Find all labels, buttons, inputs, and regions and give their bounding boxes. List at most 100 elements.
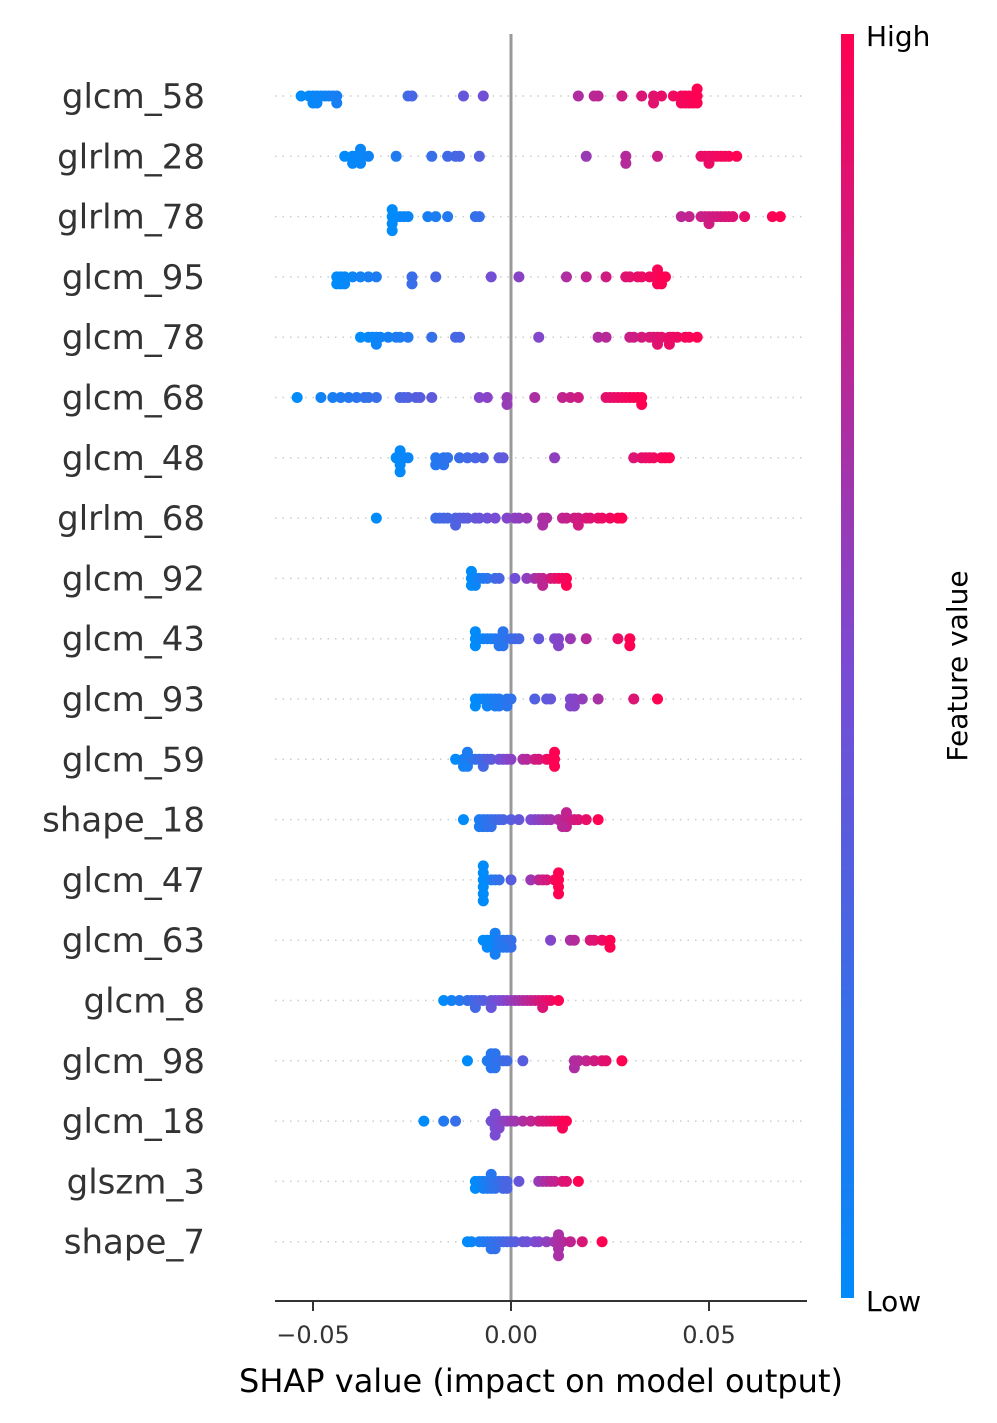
point-glrlm_78-13 <box>675 211 687 223</box>
point-glcm_58-16 <box>572 90 584 102</box>
point-glcm_59-14 <box>505 753 517 765</box>
point-glrlm_68-11 <box>473 512 485 524</box>
point-glrlm_68-16 <box>513 512 525 524</box>
point-glcm_8-27 <box>537 1002 549 1013</box>
point-glcm_43-20 <box>612 633 624 645</box>
point-glcm_78-24 <box>671 331 683 343</box>
point-glcm_58-33 <box>687 97 699 109</box>
point-glcm_48-17 <box>497 452 509 464</box>
point-glcm_63-6 <box>481 941 493 953</box>
point-glcm_63-21 <box>604 941 616 953</box>
point-glcm_58-14 <box>457 90 469 102</box>
point-glrlm_78-7 <box>386 225 398 237</box>
point-glcm_68-32 <box>636 399 648 410</box>
point-glcm_78-27 <box>691 331 703 343</box>
point-glcm_93-22 <box>592 693 604 705</box>
point-glrlm_28-17 <box>652 150 664 162</box>
feature-label-glcm_58: glcm_58 <box>62 77 205 117</box>
point-glrlm_68-32 <box>616 512 628 524</box>
point-glrlm_68-29 <box>596 512 608 524</box>
point-glcm_48-23 <box>648 452 660 464</box>
point-glcm_8-1 <box>446 995 458 1006</box>
point-glcm_58-15 <box>477 90 489 102</box>
point-glrlm_78-6 <box>386 204 398 216</box>
x-axis-title: SHAP value (impact on model output) <box>239 1362 843 1400</box>
point-glcm_93-21 <box>576 693 588 705</box>
point-shape_18-29 <box>560 807 572 819</box>
point-glszm_3-24 <box>572 1175 584 1187</box>
point-glcm_93-13 <box>505 693 517 705</box>
point-glcm_18-0 <box>418 1115 430 1127</box>
point-shape_7-23 <box>556 1236 568 1248</box>
feature-label-glcm_43: glcm_43 <box>62 620 205 660</box>
point-glcm_98-15 <box>580 1055 592 1067</box>
point-glcm_95-7 <box>331 278 343 290</box>
point-glcm_47-5 <box>477 895 489 907</box>
point-glcm_92-10 <box>509 572 521 584</box>
point-glcm_92-20 <box>556 572 568 584</box>
point-glcm_43-13 <box>513 633 525 645</box>
point-glcm_68-19 <box>529 392 541 403</box>
point-glcm_58-24 <box>667 90 679 102</box>
point-glcm_68-33 <box>604 392 616 403</box>
point-glcm_92-11 <box>521 572 533 584</box>
point-glcm_8-2 <box>454 995 466 1006</box>
point-shape_18-19 <box>545 814 557 826</box>
point-glcm_68-2 <box>327 392 339 403</box>
point-glrlm_78-25 <box>707 211 719 223</box>
point-glcm_68-1 <box>315 392 327 403</box>
point-glcm_63-12 <box>505 941 517 953</box>
point-shape_7-17 <box>533 1236 545 1248</box>
point-glrlm_68-0 <box>370 512 382 524</box>
point-shape_18-12 <box>505 814 517 826</box>
point-glrlm_78-24 <box>715 211 727 223</box>
point-glrlm_68-17 <box>521 512 533 524</box>
point-glcm_18-23 <box>556 1122 568 1134</box>
point-shape_7-25 <box>576 1236 588 1248</box>
point-glrlm_68-9 <box>461 512 473 524</box>
point-glcm_95-21 <box>636 271 648 283</box>
point-glrlm_28-12 <box>454 150 466 162</box>
feature-label-shape_7: shape_7 <box>64 1223 205 1263</box>
point-glrlm_78-12 <box>473 211 485 223</box>
feature-label-glrlm_78: glrlm_78 <box>57 198 205 238</box>
point-glcm_98-18 <box>600 1055 612 1067</box>
point-glrlm_28-4 <box>339 150 351 162</box>
point-glcm_43-24 <box>497 626 509 638</box>
point-glcm_98-0 <box>461 1055 473 1067</box>
point-glcm_48-15 <box>477 452 489 464</box>
point-glcm_78-6 <box>382 331 394 343</box>
point-glcm_68-16 <box>481 392 493 403</box>
point-glcm_93-16 <box>545 693 557 705</box>
point-glcm_78-14 <box>592 331 604 343</box>
x-tick-label: 0.00 <box>484 1321 537 1349</box>
point-glrlm_28-25 <box>711 150 723 162</box>
feature-label-glrlm_68: glrlm_68 <box>57 499 205 539</box>
point-shape_18-30 <box>556 821 568 833</box>
point-glrlm_68-27 <box>584 512 596 524</box>
point-shape_7-24 <box>564 1236 576 1248</box>
point-glcm_98-19 <box>616 1055 628 1067</box>
feature-label-glcm_48: glcm_48 <box>62 439 205 479</box>
point-glcm_48-11 <box>442 452 454 464</box>
colorbar-high-label: High <box>866 20 930 53</box>
point-glcm_68-20 <box>556 392 568 403</box>
point-shape_18-26 <box>572 814 584 826</box>
point-glszm_3-21 <box>549 1175 561 1187</box>
point-glrlm_78-23 <box>774 211 786 223</box>
point-glcm_93-24 <box>652 693 664 705</box>
point-glrlm_28-8 <box>390 150 402 162</box>
point-glcm_78-18 <box>636 331 648 343</box>
point-glcm_47-18 <box>553 888 565 900</box>
feature-label-shape_18: shape_18 <box>42 801 205 841</box>
point-glcm_95-28 <box>655 278 667 290</box>
point-glcm_63-14 <box>545 934 557 946</box>
point-glrlm_28-16 <box>620 157 632 169</box>
point-glcm_68-8 <box>370 392 382 403</box>
point-glcm_48-8 <box>430 459 442 471</box>
point-glcm_59-0 <box>450 753 462 765</box>
point-glrlm_78-8 <box>422 211 434 223</box>
point-glszm_3-23 <box>560 1175 572 1187</box>
point-glcm_68-5 <box>351 392 363 403</box>
point-glcm_58-19 <box>616 90 628 102</box>
